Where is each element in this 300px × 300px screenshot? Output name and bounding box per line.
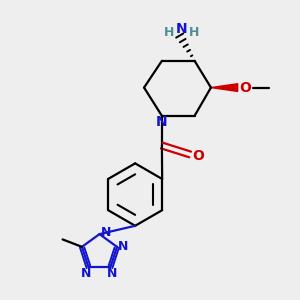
Text: O: O (239, 81, 251, 94)
Text: N: N (176, 22, 188, 36)
Text: H: H (164, 26, 175, 39)
Text: N: N (101, 226, 111, 239)
Text: H: H (189, 26, 199, 39)
Text: O: O (193, 149, 204, 163)
Text: N: N (156, 116, 168, 129)
Text: N: N (106, 267, 117, 280)
Text: N: N (80, 267, 91, 280)
Polygon shape (211, 84, 238, 92)
Text: N: N (118, 240, 129, 253)
